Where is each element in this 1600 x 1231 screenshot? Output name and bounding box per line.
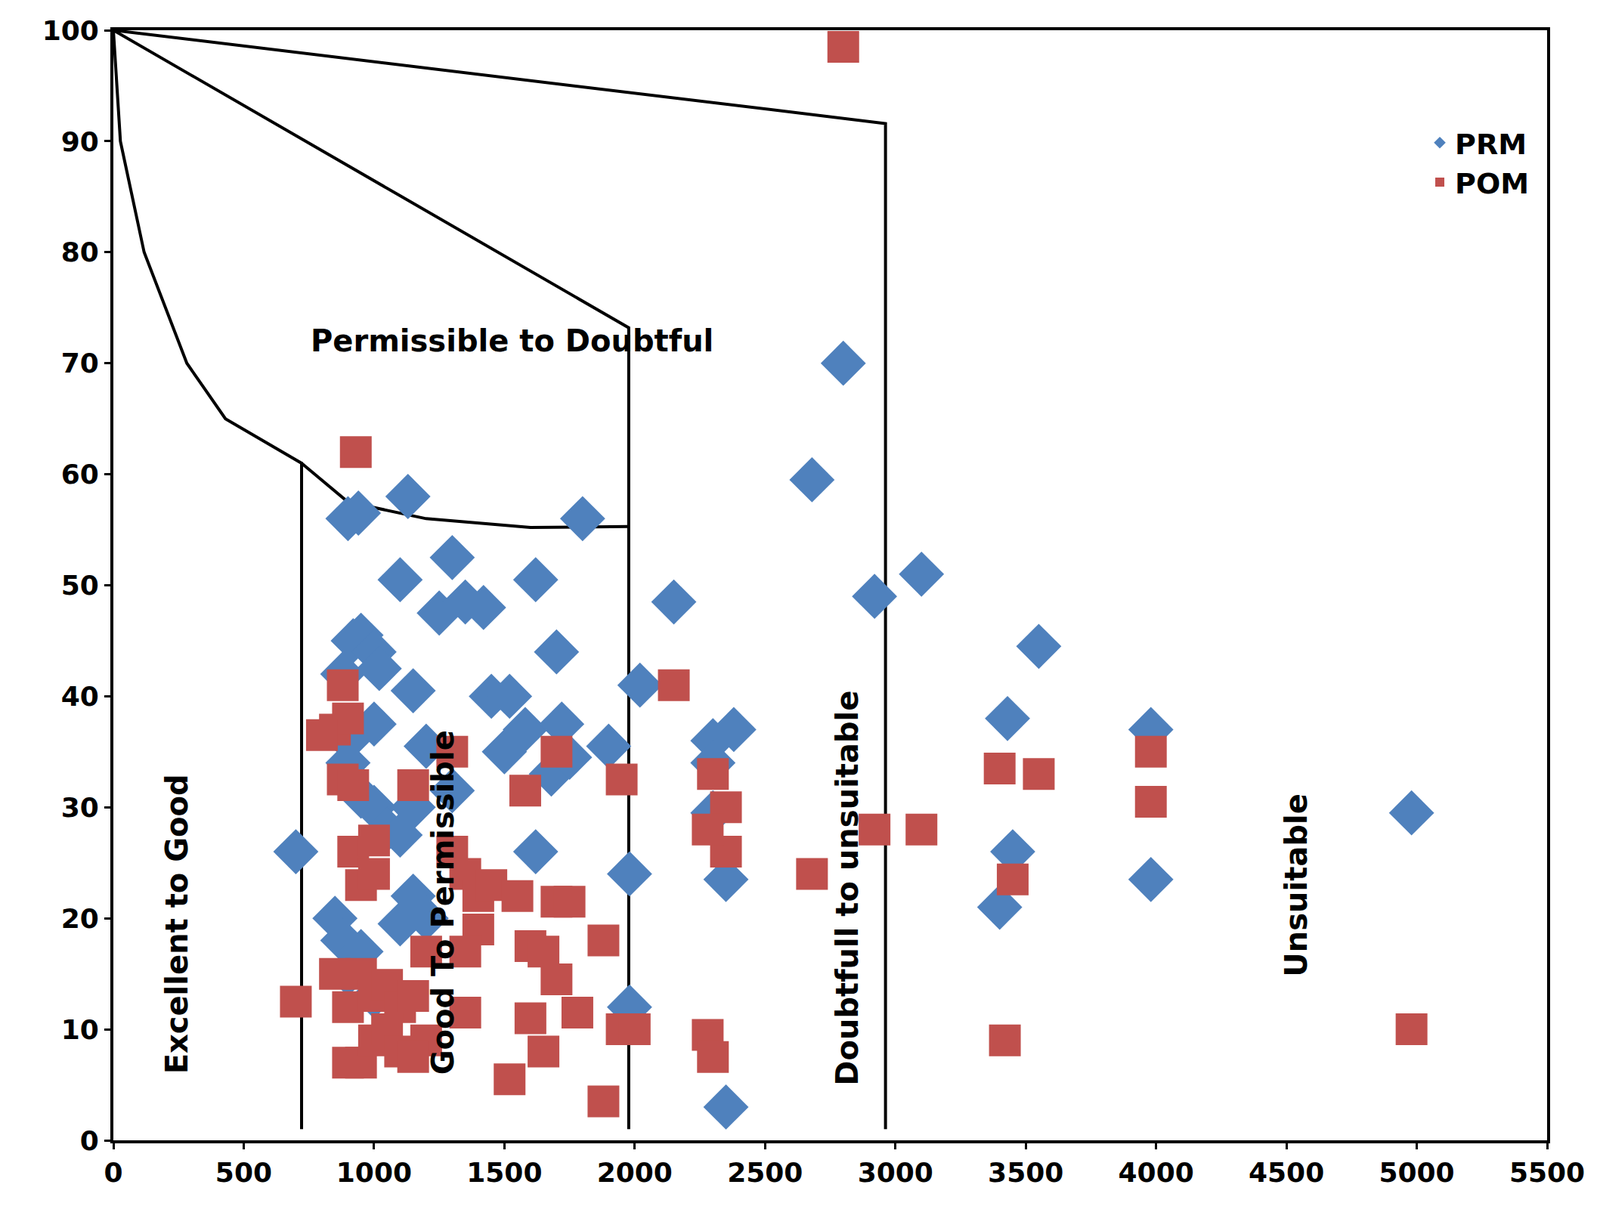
svg-text:3500: 3500 — [987, 1157, 1064, 1189]
svg-text:1000: 1000 — [336, 1157, 412, 1189]
svg-text:2000: 2000 — [597, 1157, 673, 1189]
svg-text:3000: 3000 — [857, 1157, 934, 1189]
svg-text:30: 30 — [61, 792, 100, 824]
svg-text:500: 500 — [215, 1157, 273, 1189]
svg-text:PRM: PRM — [1454, 127, 1527, 161]
svg-text:2500: 2500 — [727, 1157, 803, 1189]
svg-text:1500: 1500 — [466, 1157, 542, 1189]
svg-text:4000: 4000 — [1118, 1157, 1195, 1189]
svg-text:70: 70 — [61, 347, 100, 379]
svg-text:60: 60 — [61, 458, 100, 490]
svg-text:20: 20 — [61, 903, 100, 935]
svg-text:Doubtfull to unsuitable: Doubtfull to unsuitable — [829, 690, 865, 1087]
svg-text:90: 90 — [61, 126, 100, 158]
svg-text:5000: 5000 — [1378, 1157, 1455, 1189]
svg-text:Excellent to Good: Excellent to Good — [159, 773, 195, 1074]
svg-text:0: 0 — [80, 1125, 100, 1157]
svg-text:POM: POM — [1454, 167, 1529, 201]
svg-text:50: 50 — [61, 569, 100, 601]
svg-text:5500: 5500 — [1509, 1157, 1585, 1189]
svg-text:0: 0 — [103, 1157, 123, 1189]
svg-text:Good To Permissible: Good To Permissible — [425, 730, 461, 1075]
svg-text:4500: 4500 — [1248, 1157, 1325, 1189]
svg-text:Unsuitable: Unsuitable — [1278, 793, 1314, 978]
svg-text:Permissible to Doubtful: Permissible to Doubtful — [310, 323, 714, 359]
svg-text:10: 10 — [61, 1014, 100, 1046]
svg-text:80: 80 — [61, 236, 100, 268]
svg-text:40: 40 — [61, 680, 100, 712]
svg-text:100: 100 — [42, 15, 100, 47]
